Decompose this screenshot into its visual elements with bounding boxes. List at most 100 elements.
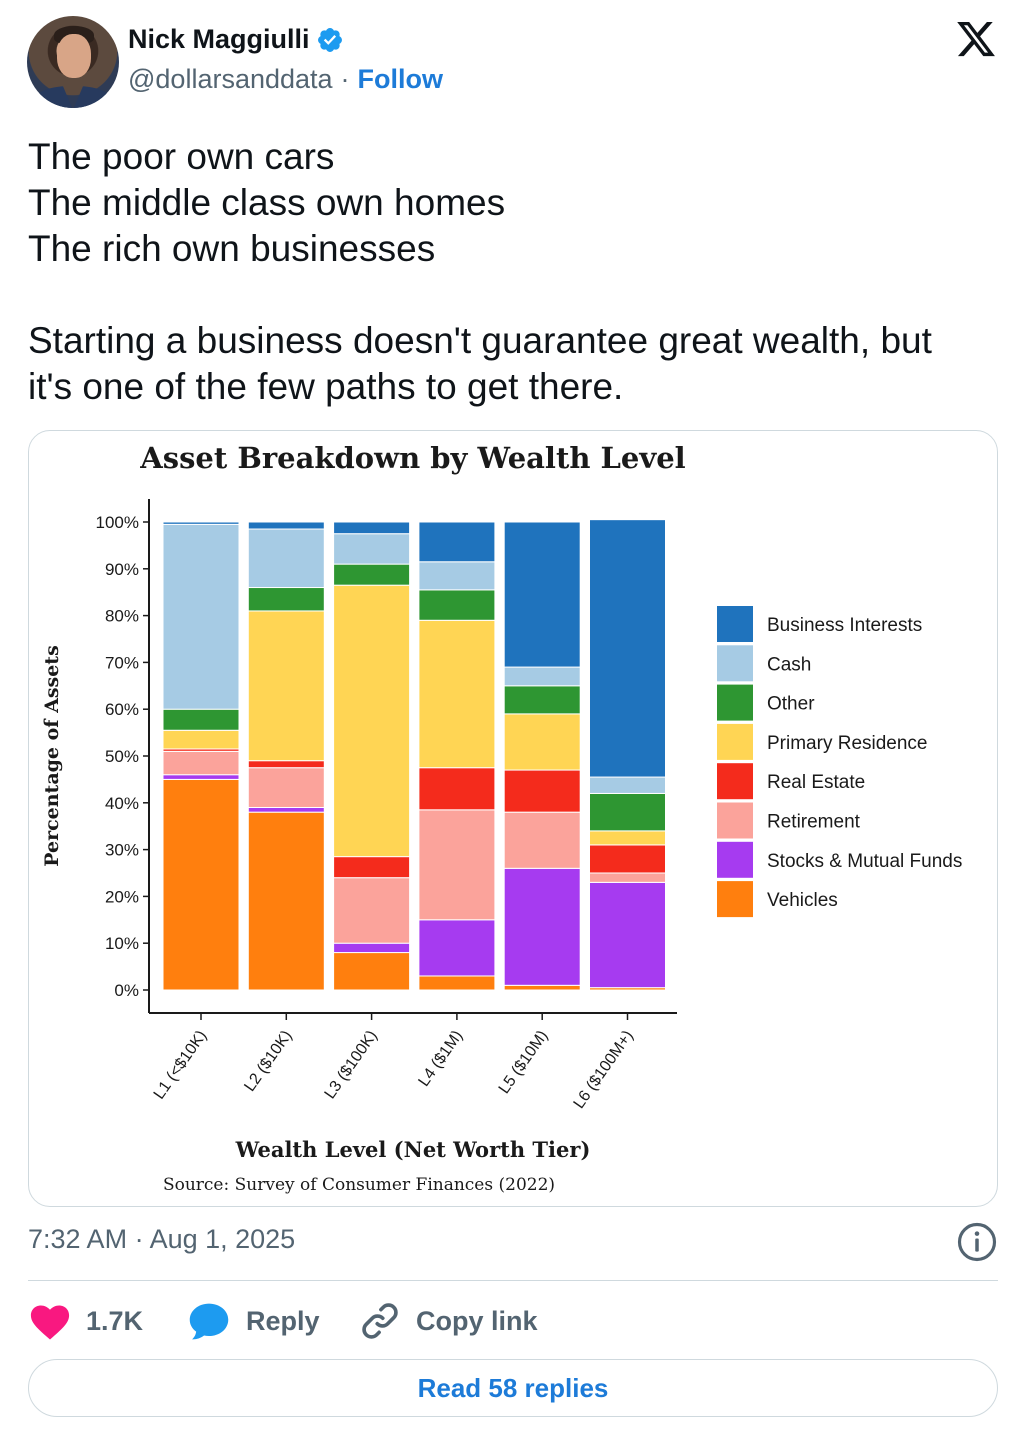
tweet-media-card[interactable]: Asset Breakdown by Wealth Level Percenta…	[28, 430, 998, 1207]
x-tick-label: L5 ($10M)	[496, 1028, 552, 1097]
bar-segment-real-estate	[418, 767, 496, 811]
bar-segment-other	[333, 563, 411, 586]
bar-segment-business-interests	[589, 519, 666, 778]
bar-segment-retirement	[503, 811, 581, 869]
read-replies-button[interactable]: Read 58 replies	[28, 1359, 998, 1417]
bar-segment-real-estate	[503, 769, 581, 813]
author-handle[interactable]: @dollarsanddata	[128, 64, 333, 94]
y-tick-label: 60%	[105, 700, 139, 719]
bar-segment-other	[247, 587, 325, 612]
bar-segment-primary-residence	[162, 729, 240, 750]
bar-segment-other	[418, 589, 496, 621]
legend-label: Stocks & Mutual Funds	[767, 851, 962, 872]
like-button[interactable]: 1.7K	[28, 1296, 143, 1346]
x-tick-label: L3 ($100K)	[322, 1028, 381, 1103]
y-tick-label: 90%	[105, 560, 139, 579]
bar-segment-business-interests	[333, 521, 411, 535]
author-name[interactable]: Nick Maggiulli	[128, 24, 310, 54]
x-logo-icon[interactable]	[954, 18, 998, 60]
bar-segment-cash	[589, 776, 666, 794]
legend-swatch	[717, 606, 753, 642]
avatar-jacket	[31, 86, 115, 108]
bar-segment-vehicles	[418, 975, 496, 991]
bar-segment-retirement	[162, 750, 240, 776]
author-handle-row: @dollarsanddata · Follow	[128, 64, 443, 95]
x-tick-label: L6 ($100M+)	[571, 1028, 637, 1112]
bar-segment-vehicles	[503, 984, 581, 991]
legend-swatch	[717, 841, 753, 878]
bar-segment-primary-residence	[589, 830, 666, 846]
bar-segment-vehicles	[162, 778, 240, 991]
copy-link-button[interactable]: Copy link	[358, 1296, 538, 1346]
bar-segment-retirement	[333, 877, 411, 944]
bar-segment-real-estate	[247, 760, 325, 769]
bar-segment-cash	[418, 561, 496, 591]
tweet-line: The rich own businesses	[28, 228, 436, 269]
bar-segment-vehicles	[247, 811, 325, 991]
tweet-blank-line	[28, 272, 988, 318]
legend-label: Real Estate	[767, 772, 865, 793]
bar-segment-cash	[247, 528, 325, 589]
legend-swatch	[717, 763, 753, 800]
asset-breakdown-chart: Asset Breakdown by Wealth Level Percenta…	[41, 441, 962, 1195]
chart-title: Asset Breakdown by Wealth Level	[139, 441, 685, 475]
avatar-face	[57, 34, 91, 78]
legend-swatch	[717, 645, 753, 682]
legend-label: Vehicles	[767, 890, 838, 911]
bar-segment-retirement	[247, 767, 325, 808]
y-tick-label: 30%	[105, 841, 139, 860]
bar-segment-other	[503, 685, 581, 715]
bar-segment-real-estate	[589, 844, 666, 874]
action-bar: 1.7K Reply Copy link	[28, 1296, 998, 1346]
y-tick-label: 0%	[114, 981, 139, 1000]
tweet-timestamp[interactable]: 7:32 AM · Aug 1, 2025	[28, 1224, 296, 1254]
bar-segment-primary-residence	[503, 713, 581, 771]
chart-y-axis-label: Percentage of Assets	[41, 645, 63, 867]
legend-label: Other	[767, 694, 815, 715]
x-tick-label: L4 ($1M)	[416, 1028, 467, 1090]
bar-segment-stocks-mutual-funds	[418, 919, 496, 977]
y-tick-label: 20%	[105, 887, 139, 906]
bar-segment-stocks-mutual-funds	[333, 942, 411, 954]
like-count: 1.7K	[86, 1305, 144, 1336]
tweet-text: The poor own cars The middle class own h…	[28, 134, 988, 410]
bar-segment-primary-residence	[418, 619, 496, 769]
follow-button[interactable]: Follow	[357, 64, 444, 94]
tweet-line: Starting a business doesn't guarantee gr…	[28, 320, 932, 361]
handle-separator: ·	[340, 64, 350, 94]
bar-segment-other	[589, 792, 666, 832]
reply-button[interactable]: Reply	[186, 1296, 320, 1346]
chart-x-axis-label: Wealth Level (Net Worth Tier)	[235, 1137, 591, 1162]
legend-label: Cash	[767, 654, 811, 675]
bar-segment-retirement	[418, 809, 496, 921]
legend-swatch	[717, 723, 753, 760]
reply-label: Reply	[246, 1305, 320, 1336]
bar-segment-stocks-mutual-funds	[162, 774, 240, 780]
bar-segment-stocks-mutual-funds	[503, 867, 581, 986]
y-tick-label: 50%	[105, 747, 139, 766]
bar-segment-stocks-mutual-funds	[247, 806, 325, 813]
bar-segment-business-interests	[418, 521, 496, 563]
verified-badge-icon	[317, 27, 342, 52]
bar-segment-business-interests	[162, 521, 240, 525]
info-icon[interactable]	[956, 1221, 998, 1263]
tweet-line: it's one of the few paths to get there.	[28, 366, 624, 407]
y-tick-label: 40%	[105, 794, 139, 813]
x-tick-label: L1 (<$10K)	[151, 1028, 211, 1103]
legend-label: Primary Residence	[767, 733, 928, 754]
author-avatar[interactable]	[27, 16, 119, 108]
bar-segment-business-interests	[503, 521, 581, 668]
bar-segment-cash	[162, 523, 240, 710]
legend-swatch	[717, 881, 753, 918]
heart-icon	[30, 1305, 70, 1340]
bar-segment-business-interests	[247, 521, 325, 530]
author-name-row: Nick Maggiulli	[128, 24, 344, 55]
divider	[28, 1280, 998, 1281]
bar-segment-other	[162, 708, 240, 731]
bar-segment-stocks-mutual-funds	[589, 881, 666, 989]
legend-swatch	[717, 684, 753, 721]
bar-segment-cash	[503, 666, 581, 687]
bar-segment-retirement	[589, 872, 666, 883]
x-tick-label: L2 ($10K)	[241, 1028, 295, 1095]
y-tick-label: 80%	[105, 607, 139, 626]
